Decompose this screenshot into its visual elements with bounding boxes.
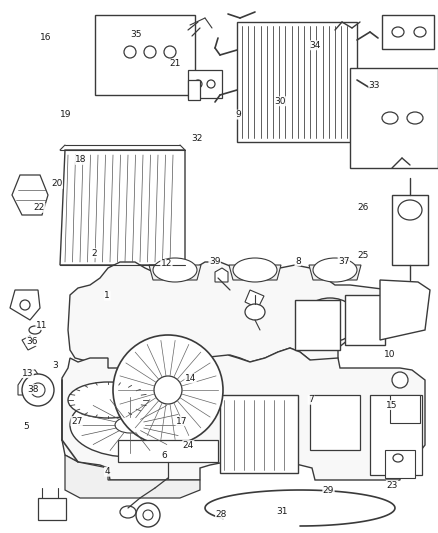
Text: 25: 25	[358, 252, 369, 260]
Polygon shape	[188, 80, 200, 100]
Polygon shape	[10, 290, 40, 320]
Ellipse shape	[29, 326, 41, 334]
Ellipse shape	[120, 506, 136, 518]
Polygon shape	[18, 370, 42, 395]
Polygon shape	[22, 336, 36, 350]
Polygon shape	[149, 265, 201, 280]
Text: 33: 33	[369, 81, 380, 90]
Text: 6: 6	[161, 451, 167, 460]
Ellipse shape	[113, 335, 223, 445]
Polygon shape	[229, 265, 281, 280]
Bar	[188, 70, 222, 98]
Text: 3: 3	[52, 361, 58, 369]
Text: 4: 4	[105, 467, 110, 476]
Bar	[370, 395, 422, 475]
Ellipse shape	[164, 46, 176, 58]
Polygon shape	[215, 268, 228, 282]
Text: 7: 7	[308, 395, 314, 404]
Text: 11: 11	[36, 321, 47, 329]
Polygon shape	[65, 455, 200, 498]
Bar	[350, 68, 438, 168]
Polygon shape	[68, 262, 400, 378]
Bar	[390, 395, 420, 423]
Text: 34: 34	[310, 41, 321, 50]
Text: 39: 39	[209, 257, 220, 265]
Text: 22: 22	[34, 204, 45, 212]
Text: 27: 27	[71, 417, 82, 425]
Ellipse shape	[382, 112, 398, 124]
Text: 31: 31	[277, 507, 288, 516]
Ellipse shape	[392, 27, 404, 37]
Text: 1: 1	[104, 292, 110, 300]
Polygon shape	[60, 150, 185, 265]
Ellipse shape	[398, 200, 422, 220]
Text: 9: 9	[236, 110, 242, 119]
Bar	[237, 22, 357, 142]
Text: 30: 30	[275, 97, 286, 106]
Text: 19: 19	[60, 110, 71, 119]
Bar	[310, 395, 360, 450]
Ellipse shape	[144, 46, 156, 58]
Ellipse shape	[136, 503, 160, 527]
Text: 14: 14	[185, 374, 196, 383]
Ellipse shape	[153, 258, 197, 282]
Polygon shape	[309, 265, 361, 280]
Text: 8: 8	[295, 257, 301, 265]
Ellipse shape	[31, 383, 45, 397]
Ellipse shape	[154, 376, 182, 404]
Bar	[385, 450, 415, 478]
Bar	[38, 498, 66, 520]
Ellipse shape	[392, 372, 408, 388]
Bar	[345, 295, 385, 345]
Ellipse shape	[207, 80, 215, 88]
Bar	[118, 440, 218, 462]
Ellipse shape	[407, 112, 423, 124]
Ellipse shape	[245, 304, 265, 320]
Bar	[392, 195, 428, 265]
Bar	[220, 395, 298, 473]
Ellipse shape	[138, 270, 148, 286]
Polygon shape	[62, 348, 425, 480]
Bar	[382, 15, 434, 49]
Polygon shape	[12, 175, 48, 215]
Ellipse shape	[115, 417, 145, 433]
Text: 37: 37	[338, 257, 350, 265]
Ellipse shape	[393, 454, 403, 462]
Text: 10: 10	[384, 350, 396, 359]
Ellipse shape	[302, 298, 358, 342]
Text: 26: 26	[358, 204, 369, 212]
Text: 2: 2	[92, 249, 97, 257]
Text: 36: 36	[26, 337, 38, 345]
Ellipse shape	[233, 258, 277, 282]
Polygon shape	[245, 290, 264, 308]
Ellipse shape	[313, 258, 357, 282]
Text: 18: 18	[75, 156, 87, 164]
Text: 5: 5	[23, 422, 29, 431]
Ellipse shape	[124, 46, 136, 58]
Text: 21: 21	[170, 60, 181, 68]
Text: 23: 23	[386, 481, 398, 489]
Bar	[95, 15, 195, 95]
Ellipse shape	[414, 27, 426, 37]
Text: 15: 15	[386, 401, 398, 409]
Ellipse shape	[20, 300, 30, 310]
Ellipse shape	[22, 374, 54, 406]
Text: 17: 17	[176, 417, 187, 425]
Ellipse shape	[70, 393, 190, 457]
Ellipse shape	[68, 382, 148, 418]
Text: 24: 24	[183, 441, 194, 449]
Text: 20: 20	[51, 180, 63, 188]
Text: 13: 13	[22, 369, 33, 377]
Ellipse shape	[143, 510, 153, 520]
Text: 16: 16	[40, 33, 52, 42]
Bar	[295, 300, 340, 350]
Ellipse shape	[194, 80, 202, 88]
Text: 38: 38	[27, 385, 39, 393]
Text: 32: 32	[191, 134, 203, 143]
Text: 28: 28	[215, 510, 227, 519]
Text: 29: 29	[323, 486, 334, 495]
Polygon shape	[380, 280, 430, 340]
Text: 35: 35	[130, 30, 141, 39]
Text: 12: 12	[161, 260, 172, 268]
